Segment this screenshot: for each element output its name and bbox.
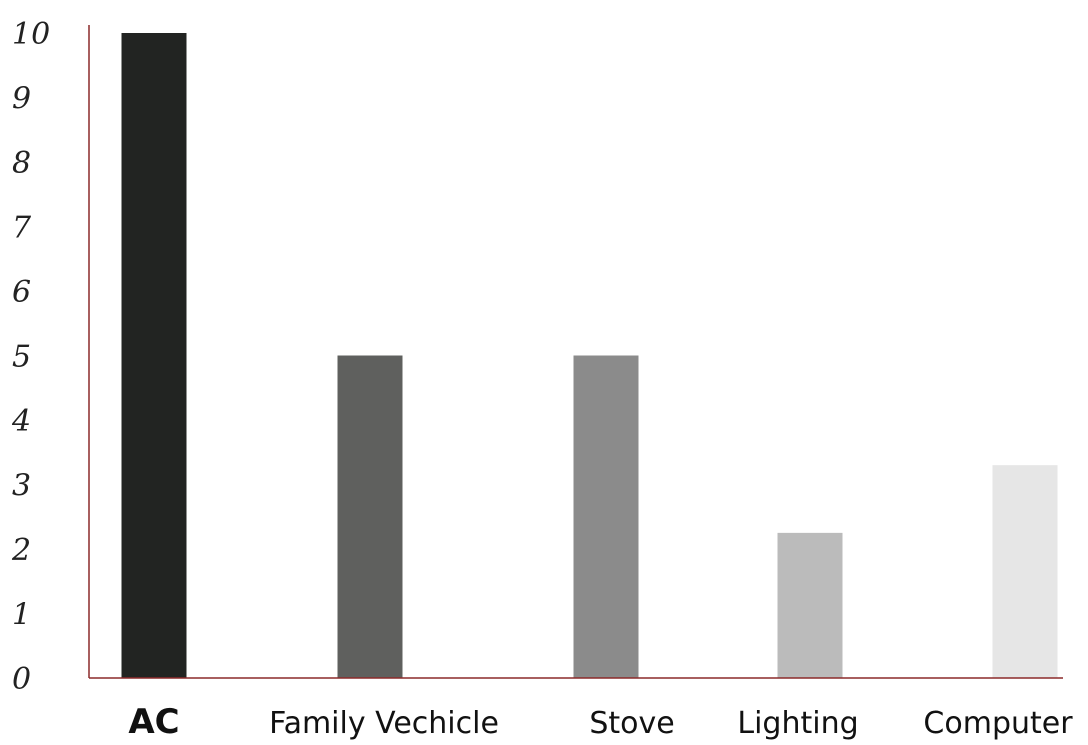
y-tick-label: 1 bbox=[12, 598, 31, 633]
y-tick-label: 9 bbox=[12, 82, 31, 117]
x-tick-label: Computer bbox=[923, 706, 1073, 741]
y-tick-label: 7 bbox=[12, 211, 32, 246]
y-tick-label: 4 bbox=[11, 404, 31, 439]
y-tick-label: 8 bbox=[12, 146, 31, 181]
y-tick-label: 0 bbox=[12, 662, 31, 697]
x-tick-label: AC bbox=[128, 702, 179, 742]
bar-lighting bbox=[777, 532, 843, 678]
y-tick-label: 2 bbox=[11, 533, 31, 568]
bar-ac bbox=[121, 33, 187, 678]
y-tick-label: 3 bbox=[12, 469, 31, 504]
bar-computer bbox=[992, 465, 1058, 678]
bar-stove bbox=[573, 355, 639, 678]
y-axis-ticks: 0 1 2 3 4 5 6 7 8 9 10 bbox=[11, 17, 50, 697]
y-tick-label: 5 bbox=[12, 340, 31, 375]
y-tick-label: 6 bbox=[12, 275, 31, 310]
y-tick-label: 10 bbox=[12, 17, 50, 52]
x-tick-label: Stove bbox=[589, 706, 674, 741]
x-tick-label: Family Vechicle bbox=[269, 706, 499, 741]
bar-family-vechicle bbox=[337, 355, 403, 678]
x-tick-label: Lighting bbox=[737, 706, 858, 741]
bars bbox=[121, 33, 1058, 678]
x-axis-labels: AC Family Vechicle Stove Lighting Computer bbox=[128, 702, 1073, 742]
